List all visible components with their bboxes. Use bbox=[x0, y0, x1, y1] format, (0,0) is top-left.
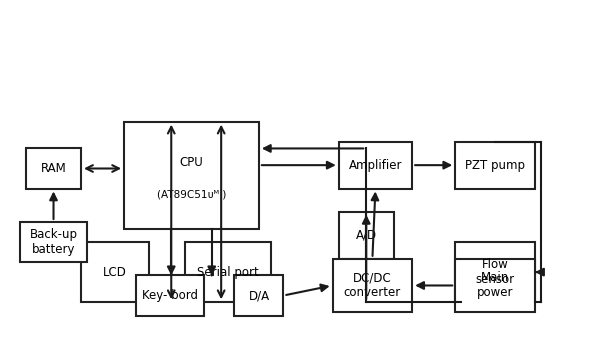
Text: LCD: LCD bbox=[103, 266, 127, 279]
Text: Serial port: Serial port bbox=[197, 266, 259, 279]
FancyBboxPatch shape bbox=[235, 275, 283, 315]
FancyBboxPatch shape bbox=[81, 242, 148, 302]
Text: Back-up
battery: Back-up battery bbox=[30, 228, 78, 256]
FancyBboxPatch shape bbox=[333, 259, 412, 312]
FancyBboxPatch shape bbox=[20, 222, 87, 262]
Text: A/D: A/D bbox=[355, 229, 377, 242]
Text: PZT pump: PZT pump bbox=[465, 159, 525, 172]
FancyBboxPatch shape bbox=[136, 275, 204, 315]
FancyBboxPatch shape bbox=[339, 142, 412, 189]
FancyBboxPatch shape bbox=[455, 259, 535, 312]
Text: (AT89C51ᴜᴹ ): (AT89C51ᴜᴹ ) bbox=[157, 189, 226, 200]
Text: DC/DC
converter: DC/DC converter bbox=[344, 272, 401, 300]
FancyBboxPatch shape bbox=[455, 142, 535, 189]
Text: Main
power: Main power bbox=[477, 272, 513, 300]
Text: D/A: D/A bbox=[248, 289, 270, 302]
FancyBboxPatch shape bbox=[455, 242, 535, 302]
FancyBboxPatch shape bbox=[185, 242, 271, 302]
Text: Flow
sensor: Flow sensor bbox=[476, 258, 514, 286]
FancyBboxPatch shape bbox=[124, 122, 259, 229]
Text: CPU: CPU bbox=[180, 156, 203, 169]
FancyBboxPatch shape bbox=[26, 148, 81, 189]
FancyBboxPatch shape bbox=[339, 212, 394, 259]
Text: Amplifier: Amplifier bbox=[349, 159, 402, 172]
Text: Key- bord: Key- bord bbox=[142, 289, 198, 302]
Text: RAM: RAM bbox=[41, 162, 67, 175]
